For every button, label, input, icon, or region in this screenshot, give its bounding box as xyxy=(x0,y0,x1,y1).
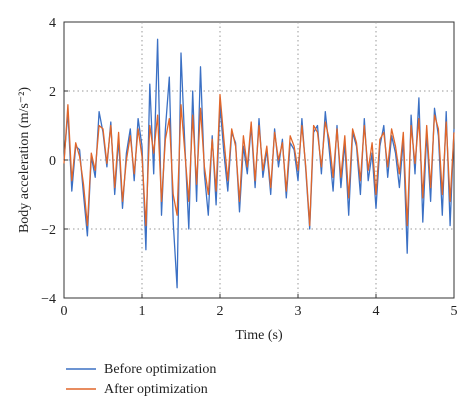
legend-label-before: Before optimization xyxy=(104,362,216,377)
series-layer xyxy=(63,38,455,289)
grid xyxy=(64,22,454,298)
series-line-1 xyxy=(63,93,455,227)
x-tick-label: 5 xyxy=(451,304,458,319)
x-tick-label: 1 xyxy=(139,304,146,319)
x-tick-label: 0 xyxy=(61,304,68,319)
x-tick-label: 3 xyxy=(295,304,302,319)
y-tick-label: −2 xyxy=(41,223,56,238)
x-tick-label: 2 xyxy=(217,304,224,319)
x-tick-label: 4 xyxy=(373,304,380,319)
y-axis-label: Body acceleration (m/s⁻²) xyxy=(17,87,32,233)
legend: Before optimization After optimization xyxy=(66,362,216,397)
y-tick-label: −4 xyxy=(41,292,56,307)
y-tick-label: 4 xyxy=(49,16,56,31)
y-tick-label: 2 xyxy=(49,85,56,100)
ticks: 0 1 2 3 4 5 −4 −2 0 2 4 xyxy=(41,16,457,319)
y-tick-label: 0 xyxy=(49,154,56,169)
x-axis-label: Time (s) xyxy=(235,328,283,343)
legend-label-after: After optimization xyxy=(104,382,208,397)
series-line-0 xyxy=(63,38,455,289)
